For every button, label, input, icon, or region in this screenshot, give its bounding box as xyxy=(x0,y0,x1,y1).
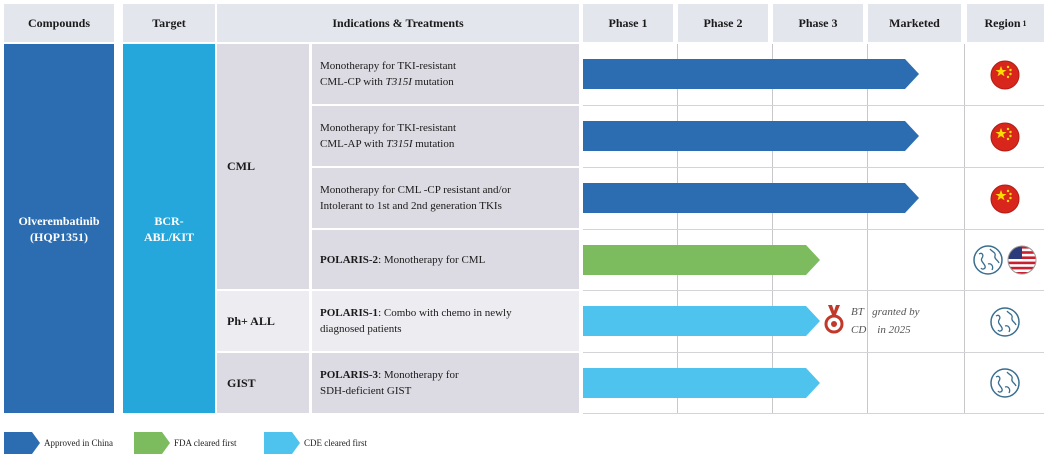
indication-1-line1: Monotherapy for TKI-resistant xyxy=(320,60,457,72)
indication-row-2: Monotherapy for TKI-resistant CML-AP wit… xyxy=(312,106,579,166)
compound-cell: Olverembatinib (HQP1351) xyxy=(4,44,114,413)
region-row-6 xyxy=(965,353,1044,413)
indication-3-line2: Intolerant to 1st and 2nd generation TKI… xyxy=(320,200,502,212)
disease-cml: CML xyxy=(217,44,309,289)
header-compounds: Compounds xyxy=(4,4,114,42)
header-phase3: Phase 3 xyxy=(773,4,863,42)
progress-arrow-row-2 xyxy=(583,121,919,151)
target-line2: ABL/KIT xyxy=(143,229,194,244)
region-row-3 xyxy=(965,168,1044,229)
legend-cde: CDE cleared first xyxy=(264,432,367,454)
indication-2-line2: CML-AP with T315I mutation xyxy=(320,138,455,150)
progress-arrow-row-5 xyxy=(583,306,820,336)
header-marketed: Marketed xyxy=(868,4,961,42)
bt-note: BT granted by CD in 2025 xyxy=(851,303,966,339)
indication-row-3: Monotherapy for CML -CP resistant and/or… xyxy=(312,168,579,228)
compound-code: (HQP1351) xyxy=(30,229,88,244)
header-region-sup: 1 xyxy=(1022,18,1027,28)
compound-name: Olverembatinib xyxy=(18,213,100,228)
indication-6-line1: POLARIS-3: Monotherapy for xyxy=(320,369,459,381)
header-region-label: Region xyxy=(984,15,1021,30)
indication-2-line1: Monotherapy for TKI-resistant xyxy=(320,122,457,134)
legend-fda-label: FDA cleared first xyxy=(174,438,237,448)
indication-row-4: POLARIS-2: Monotherapy for CML xyxy=(312,230,579,289)
disease-gist: GIST xyxy=(217,353,309,413)
globe-icon xyxy=(972,245,1003,275)
region-row-2 xyxy=(965,106,1044,167)
indication-5-line2: diagnosed patients xyxy=(320,323,402,335)
grid-line-region xyxy=(964,44,965,413)
legend-approved-label: Approved in China xyxy=(44,438,113,448)
globe-icon xyxy=(989,306,1020,337)
progress-arrow-row-4 xyxy=(583,245,820,275)
progress-arrows xyxy=(583,59,919,398)
region-row-1 xyxy=(965,44,1044,105)
grid-row-4 xyxy=(583,290,1044,291)
indication-row-6: POLARIS-3: Monotherapy for SDH-deficient… xyxy=(312,353,579,413)
legend-fda-swatch xyxy=(134,432,170,454)
bt-note-line1: BT granted by xyxy=(851,306,920,318)
grid-row-6 xyxy=(583,413,1044,414)
header-target: Target xyxy=(123,4,215,42)
header-region: Region 1 xyxy=(967,4,1044,42)
grid-line-marketed xyxy=(867,44,868,413)
region-row-5 xyxy=(965,291,1044,352)
legend-approved: Approved in China xyxy=(4,432,113,454)
china-flag-icon xyxy=(990,60,1019,89)
progress-arrow-row-3 xyxy=(583,183,919,213)
china-flag-icon xyxy=(990,184,1019,213)
legend-cde-label: CDE cleared first xyxy=(304,438,367,448)
indication-4-line1: POLARIS-2: Monotherapy for CML xyxy=(320,253,486,266)
progress-arrow-row-1 xyxy=(583,59,919,89)
header-phase1: Phase 1 xyxy=(583,4,673,42)
award-medal-icon xyxy=(824,305,844,334)
indication-row-5: POLARIS-1: Combo with chemo in newly dia… xyxy=(312,291,579,351)
indication-row-1: Monotherapy for TKI-resistant CML-CP wit… xyxy=(312,44,579,104)
grid-row-5 xyxy=(583,352,1044,353)
header-indications: Indications & Treatments xyxy=(217,4,579,42)
grid-row-3 xyxy=(583,229,1044,230)
disease-phall: Ph+ ALL xyxy=(217,291,309,351)
indication-6-line2: SDH-deficient GIST xyxy=(320,385,412,397)
progress-arrow-row-6 xyxy=(583,368,820,398)
indication-3-line1: Monotherapy for CML -CP resistant and/or xyxy=(320,184,511,196)
target-line1: BCR- xyxy=(154,213,184,228)
target-cell: BCR- ABL/KIT xyxy=(123,44,215,413)
china-flag-icon xyxy=(990,122,1019,151)
usa-flag-icon xyxy=(1007,245,1036,275)
globe-icon xyxy=(989,368,1020,398)
grid-line-phase3 xyxy=(772,44,773,413)
header-phase2: Phase 2 xyxy=(678,4,768,42)
grid-row-1 xyxy=(583,105,1044,106)
indication-5-line1: POLARIS-1: Combo with chemo in newly xyxy=(320,307,512,319)
legend-cde-swatch xyxy=(264,432,300,454)
region-row-4 xyxy=(965,230,1044,290)
grid-row-2 xyxy=(583,167,1044,168)
indication-1-line2: CML-CP with T315I mutation xyxy=(320,76,454,88)
legend-approved-swatch xyxy=(4,432,40,454)
legend-fda: FDA cleared first xyxy=(134,432,236,454)
grid-line-phase2 xyxy=(677,44,678,413)
bt-note-line2: CD in 2025 xyxy=(851,324,911,336)
